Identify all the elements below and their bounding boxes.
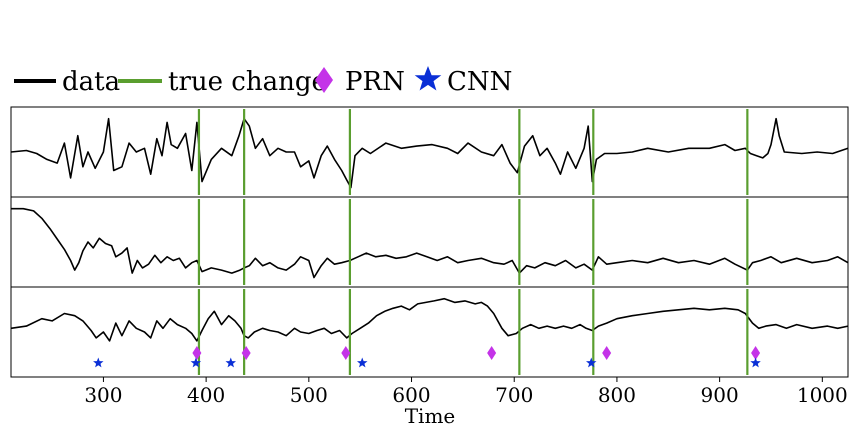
- x-tick-label: 800: [598, 383, 636, 407]
- panel-3-frame: [10, 286, 849, 378]
- legend-cnn-star-icon: [414, 66, 442, 91]
- x-tick-label: 600: [392, 383, 430, 407]
- panel-2-data-line: [11, 207, 849, 279]
- cnn-detection-marker: [225, 357, 236, 368]
- prn-detection-marker: [487, 346, 497, 360]
- x-tick-label: 300: [84, 383, 122, 407]
- x-axis: 300 400 500 600 700 800 900 1000: [84, 377, 848, 407]
- x-tick-label: 1000: [797, 383, 848, 407]
- legend-cnn-label: CNN: [447, 67, 512, 97]
- legend-prn-label: PRN: [345, 67, 405, 97]
- prn-detection-marker: [751, 346, 761, 360]
- cnn-detection-marker: [586, 357, 597, 368]
- legend-prn-diamond-icon: [315, 67, 333, 93]
- cnn-detection-marker: [93, 357, 104, 368]
- prn-detection-marker: [241, 346, 251, 360]
- x-tick-label: 400: [187, 383, 225, 407]
- x-axis-label: Time: [405, 404, 456, 428]
- panel-3-data-line: [10, 297, 849, 342]
- prn-detection-marker: [341, 346, 351, 360]
- cnn-detection-marker: [190, 357, 202, 368]
- prn-detection-marker: [602, 346, 612, 360]
- panel-2: [10, 196, 849, 288]
- legend-true-change-label: true change: [168, 67, 327, 97]
- plot-panels: [10, 106, 849, 378]
- panel-3: [10, 286, 849, 378]
- cnn-detection-marker: [357, 357, 368, 368]
- x-tick-label: 900: [701, 383, 739, 407]
- prn-detection-marker: [192, 346, 202, 360]
- cnn-detection-marker: [750, 357, 761, 368]
- panel-1-data-line: [10, 117, 849, 189]
- x-tick-label: 500: [290, 383, 328, 407]
- panel-2-frame: [10, 196, 849, 288]
- x-tick-label: 700: [495, 383, 533, 407]
- legend: data true change PRN CNN: [14, 66, 512, 97]
- panel-1: [10, 106, 849, 198]
- legend-data-label: data: [62, 67, 120, 97]
